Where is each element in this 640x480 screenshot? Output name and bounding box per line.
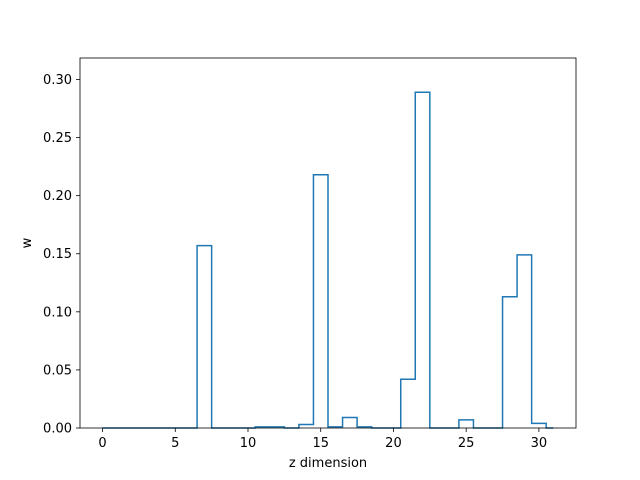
- y-tick-label: 0.10: [43, 305, 72, 320]
- x-axis-ticks: 0 5 10 15 20 25 30: [98, 428, 547, 451]
- x-axis-label: z dimension: [289, 456, 367, 471]
- x-tick-label: 10: [240, 436, 257, 451]
- x-tick-label: 15: [312, 436, 329, 451]
- y-axis-label: w: [20, 237, 35, 248]
- x-tick-label: 25: [458, 436, 475, 451]
- y-tick-label: 0.05: [43, 363, 72, 378]
- y-tick-label: 0.20: [43, 189, 72, 204]
- y-tick-label: 0.15: [43, 247, 72, 262]
- x-tick-label: 30: [531, 436, 548, 451]
- x-tick-label: 20: [385, 436, 402, 451]
- y-tick-label: 0.25: [43, 131, 72, 146]
- y-axis-ticks: 0.00 0.05 0.10 0.15 0.20 0.25 0.30: [43, 73, 80, 437]
- plot-frame: [79, 57, 577, 429]
- y-tick-label: 0.00: [43, 422, 72, 437]
- x-tick-label: 5: [171, 436, 179, 451]
- x-tick-label: 0: [98, 436, 106, 451]
- y-tick-label: 0.30: [43, 73, 72, 88]
